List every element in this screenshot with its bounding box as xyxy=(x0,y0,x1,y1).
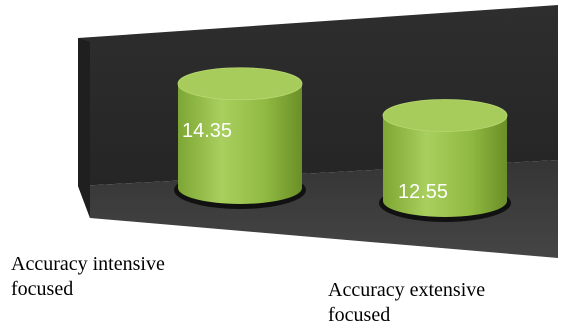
bar-top-intensive xyxy=(177,67,303,101)
bar-top-extensive xyxy=(382,99,508,132)
data-label-extensive: 12.55 xyxy=(398,181,448,203)
data-label-intensive: 14.35 xyxy=(182,120,232,142)
category-label-extensive-line1: Accuracy extensive xyxy=(328,279,486,301)
category-label-intensive-line1: Accuracy intensive xyxy=(11,253,165,275)
category-label-extensive-line2: focused xyxy=(328,304,391,326)
chart-side-wall xyxy=(78,38,90,218)
bars-layer: 14.35 12.55 xyxy=(174,67,511,222)
category-label-intensive-line2: focused xyxy=(11,278,74,300)
category-label-extensive: Accuracy extensive focused xyxy=(328,278,485,328)
bar-extensive xyxy=(383,115,507,217)
category-label-intensive: Accuracy intensive focused xyxy=(11,252,165,302)
bar-intensive xyxy=(178,83,302,204)
